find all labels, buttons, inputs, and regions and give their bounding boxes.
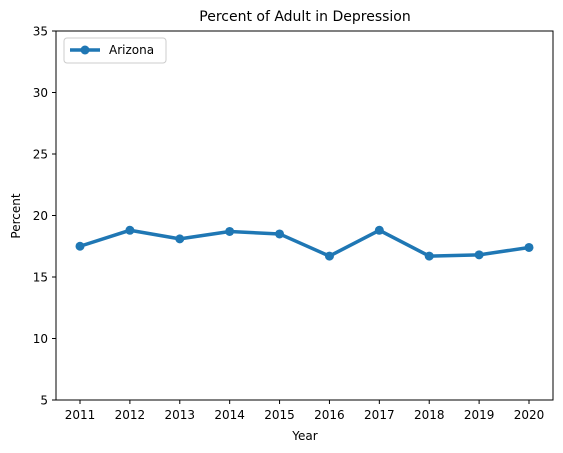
y-tick-label: 30 xyxy=(33,86,48,100)
data-point-marker xyxy=(125,225,135,235)
series-line xyxy=(78,228,531,258)
data-point-marker xyxy=(474,250,484,260)
data-point-marker xyxy=(75,241,85,251)
chart-title: Percent of Adult in Depression xyxy=(199,9,410,25)
y-tick-label: 15 xyxy=(33,271,48,285)
series-layer xyxy=(75,225,534,261)
data-point-marker xyxy=(424,251,434,261)
y-axis: 5 10 15 20 25 30 35 xyxy=(33,25,56,408)
y-tick-label: 20 xyxy=(33,209,48,223)
legend-box xyxy=(63,37,167,64)
y-tick-label: 25 xyxy=(33,148,48,162)
data-point-marker xyxy=(524,242,534,252)
data-point-marker xyxy=(324,251,334,261)
x-tick-label: 2018 xyxy=(414,408,445,422)
x-tick-label: 2012 xyxy=(115,408,146,422)
legend-label: Arizona xyxy=(109,43,154,57)
legend-swatch-marker xyxy=(80,45,90,55)
legend: Arizona xyxy=(63,37,167,64)
x-tick-label: 2020 xyxy=(514,408,545,422)
x-tick-label: 2016 xyxy=(314,408,345,422)
y-tick-label: 35 xyxy=(33,25,48,39)
data-point-marker xyxy=(275,229,285,239)
y-tick-label: 10 xyxy=(33,332,48,346)
plot-frame xyxy=(55,30,554,401)
x-axis-label: Year xyxy=(291,429,317,443)
x-tick-label: 2015 xyxy=(264,408,295,422)
x-tick-label: 2013 xyxy=(165,408,196,422)
data-point-marker xyxy=(374,225,384,235)
y-tick-label: 5 xyxy=(40,394,48,408)
x-tick-label: 2014 xyxy=(214,408,245,422)
x-tick-label: 2019 xyxy=(464,408,495,422)
data-point-marker xyxy=(175,234,185,244)
y-axis-label: Percent xyxy=(9,193,23,238)
data-point-marker xyxy=(225,226,235,236)
x-axis: 2011 2012 2013 2014 2015 2016 2017 2018 2019 2020 xyxy=(65,400,545,422)
x-tick-label: 2017 xyxy=(364,408,395,422)
x-tick-label: 2011 xyxy=(65,408,96,422)
